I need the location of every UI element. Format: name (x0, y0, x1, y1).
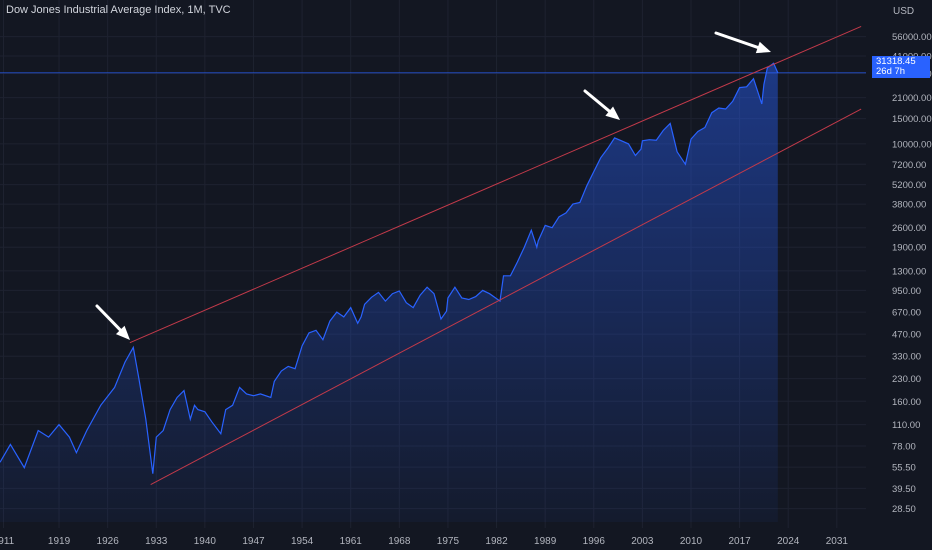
x-tick-label: 2024 (777, 536, 800, 547)
last-price-value: 31318.45 (876, 56, 916, 67)
x-axis-background (0, 528, 932, 550)
y-tick-label: 15000.00 (892, 114, 932, 125)
y-tick-label: 3800.00 (892, 200, 926, 211)
trendlines[interactable] (129, 25, 862, 485)
x-tick-label: 1919 (48, 536, 71, 547)
x-tick-label: 1989 (534, 536, 557, 547)
y-tick-label: 5200.00 (892, 180, 926, 191)
y-tick-label: 10000.00 (892, 139, 932, 150)
x-tick-label: 1954 (291, 536, 314, 547)
arrow-shaft (583, 89, 611, 113)
y-tick-label: 28.50 (892, 504, 916, 515)
y-axis[interactable]: USD56000.0041000.0031000.0021000.0015000… (866, 0, 932, 550)
annotation-arrow (95, 304, 130, 340)
x-tick-label: 1975 (437, 536, 460, 547)
y-axis-background (866, 0, 932, 550)
y-tick-label: 670.00 (892, 308, 921, 319)
arrow-shaft (95, 304, 122, 332)
y-tick-label: 950.00 (892, 286, 921, 297)
y-tick-label: 78.00 (892, 441, 916, 452)
x-tick-label: 1911 (0, 536, 15, 547)
x-axis[interactable]: 1911 1919 1926 1933 1940 1947 1954 1961 1968 1975… (0, 528, 932, 550)
x-tick-label: 2010 (680, 536, 703, 547)
x-tick-label: 1940 (194, 536, 217, 547)
trendline-lower-channel (150, 108, 862, 485)
x-tick-label: 1933 (145, 536, 168, 547)
x-tick-label: 1947 (242, 536, 265, 547)
y-tick-label: 330.00 (892, 352, 921, 363)
arrow-shaft (714, 31, 760, 49)
x-tick-label: 1968 (388, 536, 411, 547)
x-tick-label: 1926 (97, 536, 120, 547)
x-tick-label: 1982 (485, 536, 508, 547)
y-tick-label: 230.00 (892, 374, 921, 385)
y-tick-label: 56000.00 (892, 32, 932, 43)
y-tick-label: 160.00 (892, 397, 921, 408)
bar-countdown: 26d 7h (876, 66, 906, 77)
chart-title: Dow Jones Industrial Average Index, 1M, … (6, 4, 231, 16)
last-price-label: 31318.45 26d 7h (872, 56, 930, 78)
y-tick-label: 21000.00 (892, 93, 932, 104)
y-tick-label: 470.00 (892, 330, 921, 341)
y-tick-label: 39.50 (892, 484, 916, 495)
arrow-head (605, 106, 620, 120)
x-tick-label: 2003 (631, 536, 654, 547)
y-tick-label: 1300.00 (892, 266, 926, 277)
y-tick-label: 110.00 (892, 420, 920, 431)
annotation-arrow (714, 31, 771, 54)
y-tick-label: 55.50 (892, 463, 916, 474)
y-tick-label: 7200.00 (892, 160, 926, 171)
area-path (0, 63, 778, 523)
x-tick-label: 2017 (728, 536, 751, 547)
x-tick-label: 1961 (340, 536, 363, 547)
series-path (0, 62, 779, 474)
area-fill (0, 63, 778, 523)
x-tick-label: 1996 (583, 536, 606, 547)
arrow-head (755, 41, 771, 54)
annotation-arrows[interactable] (95, 31, 771, 340)
trendline-upper-channel (129, 25, 862, 344)
series-line (0, 62, 866, 474)
y-tick-label: 1900.00 (892, 243, 926, 254)
y-tick-label: 2600.00 (892, 223, 926, 234)
annotation-arrow (583, 89, 620, 120)
y-axis-unit: USD (893, 6, 914, 17)
x-tick-label: 2031 (826, 536, 849, 547)
arrow-head (115, 325, 130, 340)
